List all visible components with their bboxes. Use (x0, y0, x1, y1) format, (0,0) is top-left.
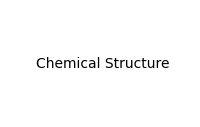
Text: Chemical Structure: Chemical Structure (36, 57, 169, 71)
